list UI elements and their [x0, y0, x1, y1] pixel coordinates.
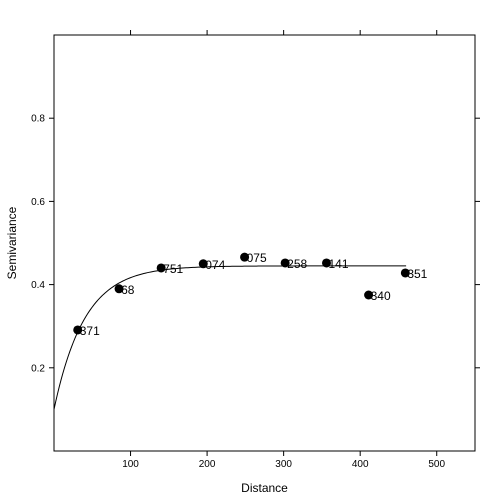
data-point: [114, 284, 124, 294]
y-axis-ticks: 0.2 0.4 0.6 0.8: [31, 114, 480, 374]
x-tick-label: 500: [428, 459, 445, 470]
x-tick-label: 100: [122, 459, 139, 470]
model-curve-group: [53, 265, 407, 410]
point-label: 141: [329, 257, 349, 271]
point-label: 258: [287, 257, 307, 271]
point-label: 351: [407, 267, 427, 281]
y-tick-label: 0.4: [31, 280, 45, 291]
point-label: 074: [205, 258, 225, 272]
x-axis-ticks: 100 200 300 400 500: [122, 30, 446, 470]
data-point: [322, 258, 332, 268]
plot-border: [53, 34, 476, 452]
data-point: [240, 252, 250, 262]
plot-frame: [53, 34, 476, 452]
y-tick-label: 0.8: [31, 114, 45, 125]
point-label: 340: [371, 289, 391, 303]
point-label: 075: [247, 251, 267, 265]
model-curve: [53, 265, 407, 410]
x-tick-label: 200: [199, 459, 216, 470]
data-point: [198, 259, 208, 269]
data-points: [73, 252, 410, 335]
y-axis-title: Semivariance: [5, 206, 19, 279]
data-point: [156, 263, 166, 273]
data-point: [364, 290, 374, 300]
x-tick-label: 300: [275, 459, 292, 470]
x-axis-title: Distance: [241, 481, 288, 495]
point-label: 371: [80, 324, 100, 338]
y-tick-label: 0.2: [31, 363, 45, 374]
point-labels: 371 68 751 074 075 258 141 340 351: [80, 251, 428, 338]
point-label: 751: [163, 262, 183, 276]
data-point: [280, 258, 290, 268]
point-label: 68: [121, 283, 135, 297]
data-point: [400, 268, 410, 278]
data-point: [73, 325, 83, 335]
y-tick-label: 0.6: [31, 197, 45, 208]
x-tick-label: 400: [352, 459, 369, 470]
